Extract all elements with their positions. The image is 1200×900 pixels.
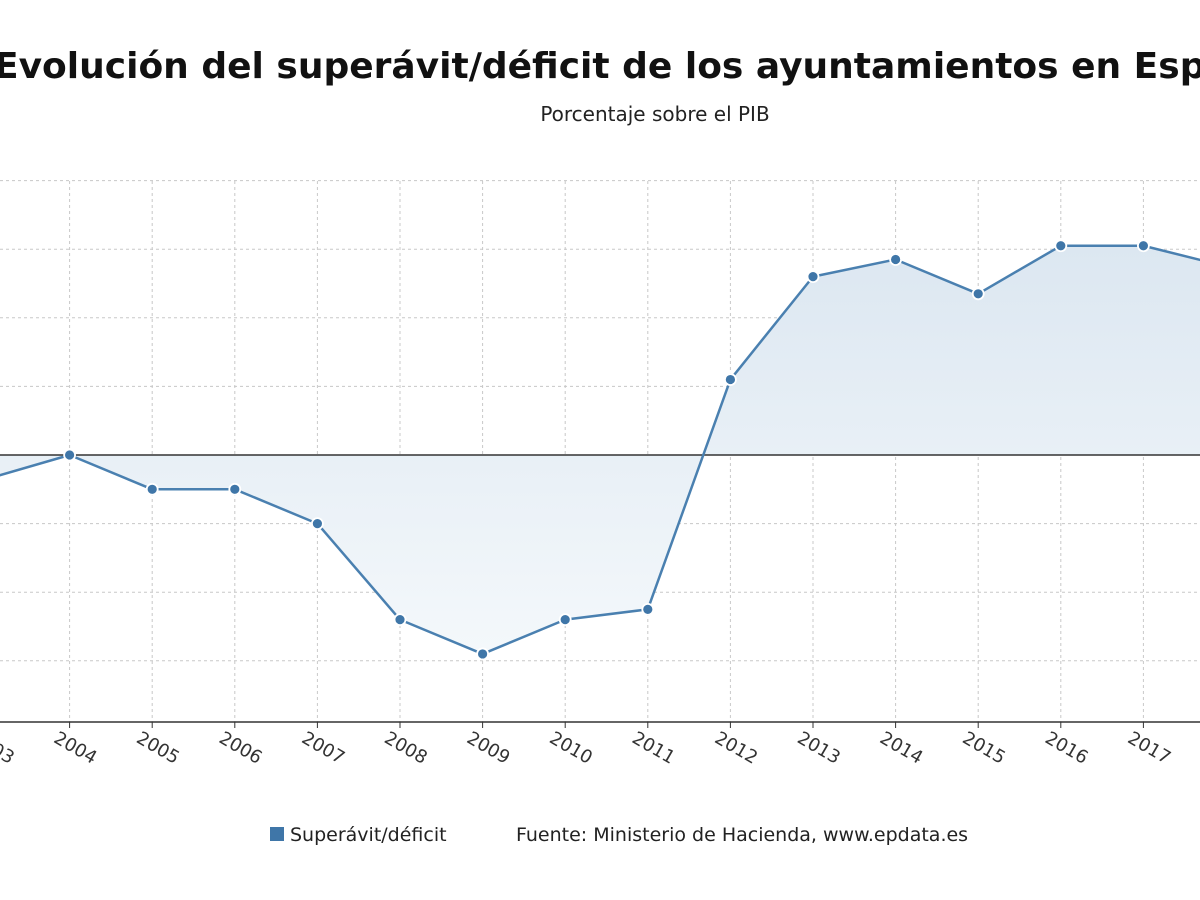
x-tick-label: 2012 [711,728,761,769]
x-tick-label: 2004 [50,728,100,769]
data-point [145,482,159,496]
x-tick-label: 2003 [0,728,18,769]
source-note: Fuente: Ministerio de Hacienda, www.epda… [516,824,968,846]
x-tick-label: 2011 [628,728,678,769]
x-tick-label: 2013 [794,728,844,769]
data-point [724,373,737,386]
axes [0,454,1200,728]
data-point [1137,239,1150,253]
x-tick-label: 2014 [876,728,926,769]
data-point [228,482,242,496]
x-tick-label: 2016 [1041,728,1091,769]
x-tick-labels: 2003 2004 2005 2006 2007 2008 2009 2010 2011 2012… [0,728,1174,769]
series-line-group [0,244,1200,656]
data-points [63,239,1150,661]
data-point [641,602,655,616]
chart-title: Evolución del superávit/déficit de los a… [0,46,1200,87]
legend-label: Superávit/déficit [290,824,447,846]
data-point [971,287,985,301]
data-point [476,647,490,661]
x-tick-label: 2009 [463,728,513,769]
legend: Superávit/déficit Fuente: Ministerio de … [270,824,968,846]
data-point [889,253,902,266]
x-tick-label: 2006 [215,728,265,769]
x-tick-label: 2017 [1124,728,1174,769]
x-tick-label: 2008 [381,728,431,769]
chart-subtitle: Porcentaje sobre el PIB [540,102,769,126]
series-line [0,244,1200,656]
x-tick-label: 2015 [959,728,1009,769]
x-tick-label: 2005 [133,728,183,769]
data-point [558,613,572,627]
area-fill [0,245,1200,654]
data-point [63,448,76,462]
data-point [310,517,324,530]
data-point [806,270,820,284]
legend-marker [270,827,284,841]
x-tick-label: 2010 [546,728,596,769]
area-fill-path [0,245,1200,654]
x-tick-label: 2007 [298,728,348,769]
data-point [393,613,407,627]
data-point [1054,239,1068,253]
